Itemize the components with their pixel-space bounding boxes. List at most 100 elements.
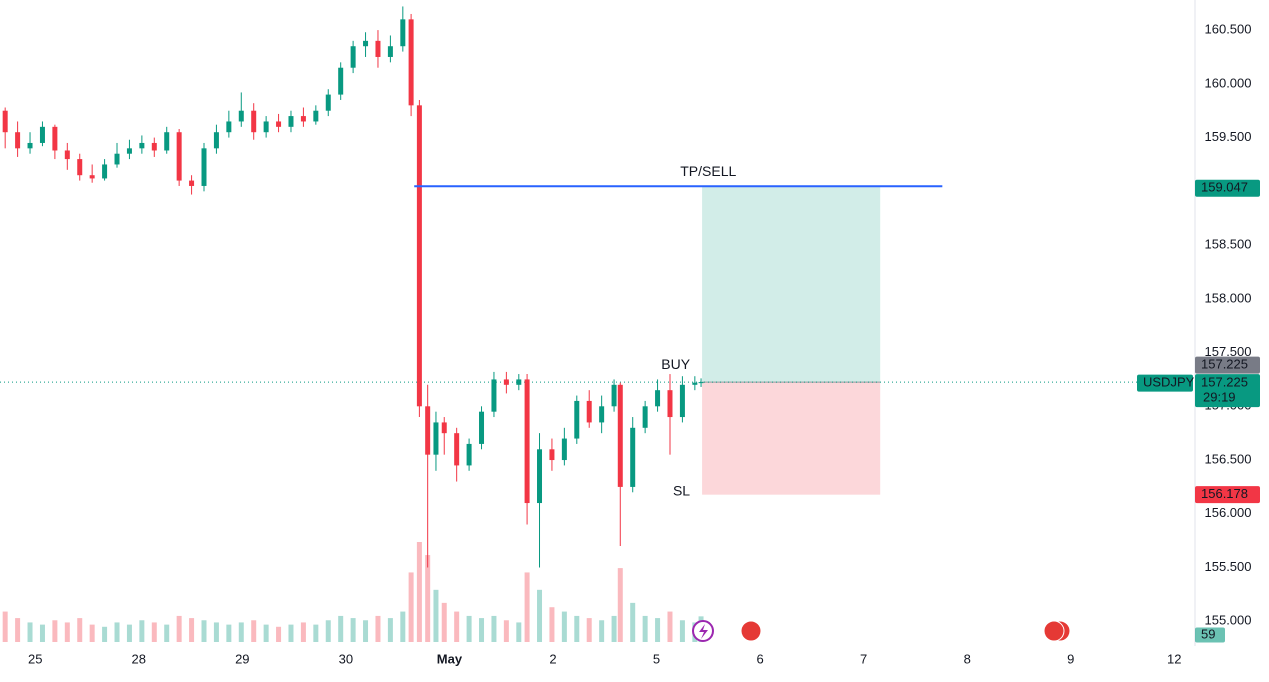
- candle-body: [574, 400, 580, 439]
- entry-label: BUY: [661, 356, 690, 372]
- candle-body: [350, 46, 356, 68]
- volume-bar: [350, 618, 356, 642]
- y-tick-label: 160.000: [1205, 75, 1252, 90]
- candle-body: [139, 142, 145, 149]
- volume-bar: [325, 620, 331, 642]
- candle-body: [325, 94, 331, 111]
- candle-body: [77, 159, 83, 176]
- candle-body: [64, 150, 70, 160]
- candle-body: [338, 67, 344, 95]
- volume-bar: [139, 620, 145, 642]
- symbol-badge: USDJPY: [1143, 375, 1195, 390]
- candle-body: [503, 379, 509, 385]
- event-icon-glyph: [699, 624, 708, 639]
- countdown: 29:19: [1203, 390, 1236, 405]
- volume-bar: [433, 589, 439, 642]
- volume-badge-bg: [1195, 627, 1225, 643]
- volume-bar: [630, 602, 636, 642]
- candle-body: [408, 19, 414, 106]
- loss-zone: [702, 382, 881, 495]
- volume-bar: [189, 618, 195, 642]
- volume-bar: [516, 622, 522, 642]
- overlays: BUY SL TP/SELL: [414, 163, 943, 498]
- x-tick-label: 5: [653, 651, 660, 666]
- volume-bar: [400, 611, 406, 642]
- candle-body: [288, 116, 294, 127]
- volume-bar: [537, 589, 543, 642]
- volume-pane: [2, 542, 704, 642]
- tp-label: TP/SELL: [680, 163, 736, 179]
- candle-body: [561, 438, 567, 461]
- y-tick-label: 155.500: [1205, 559, 1252, 574]
- candle-body: [599, 406, 605, 423]
- candle-body: [52, 126, 58, 151]
- event-icon[interactable]: [1043, 620, 1065, 642]
- candle-body: [387, 46, 393, 57]
- volume-bar: [586, 618, 592, 642]
- volume-bar: [466, 615, 472, 642]
- volume-bar: [679, 620, 685, 642]
- candle-body: [126, 148, 132, 154]
- candle-body: [151, 142, 157, 151]
- candle-body: [226, 121, 232, 133]
- x-tick-label: 7: [860, 651, 867, 666]
- x-tick-label: 28: [132, 651, 146, 666]
- candle-body: [276, 121, 282, 127]
- volume-bar: [126, 624, 132, 642]
- candle-body: [454, 433, 460, 466]
- candle-body: [114, 153, 120, 165]
- volume-bar: [226, 624, 232, 642]
- y-tick-label: 159.500: [1205, 129, 1252, 144]
- candle-body: [416, 105, 422, 407]
- sl-price-badge: 156.178: [1201, 486, 1248, 501]
- volume-bar: [642, 615, 648, 642]
- volume-bar: [313, 624, 319, 642]
- candle-body: [698, 382, 704, 384]
- volume-bar: [667, 611, 673, 642]
- volume-bar: [114, 622, 120, 642]
- event-icon[interactable]: [740, 620, 762, 642]
- last-price-badge: 157.225: [1201, 375, 1248, 390]
- position-tool: [0, 186, 1195, 495]
- candle-body: [524, 379, 530, 504]
- x-tick-label: 2: [549, 651, 556, 666]
- volume-bar: [251, 620, 257, 642]
- volume-bar: [288, 624, 294, 642]
- candle-body: [441, 422, 447, 434]
- y-tick-label: 160.500: [1205, 22, 1252, 37]
- volume-bar: [102, 626, 108, 642]
- volume-bar: [375, 615, 381, 642]
- candle-body: [617, 384, 623, 487]
- stop-label: SL: [673, 482, 690, 498]
- candle-body: [433, 422, 439, 455]
- volume-bar: [15, 618, 21, 642]
- volume-badge: 59: [1201, 626, 1215, 641]
- volume-bar: [77, 618, 83, 642]
- volume-bar: [617, 568, 623, 642]
- candle-body: [375, 40, 381, 57]
- entry-price-badge: 157.225: [1201, 357, 1248, 372]
- candle-body: [189, 180, 195, 186]
- volume-bar: [479, 618, 485, 642]
- volume-bar: [276, 626, 282, 642]
- x-tick-label: 29: [235, 651, 249, 666]
- volume-bar: [363, 620, 369, 642]
- candle-body: [102, 164, 108, 179]
- candle-body: [15, 132, 21, 149]
- volume-bar: [164, 624, 170, 642]
- volume-bar: [238, 622, 244, 642]
- candle-body: [313, 110, 319, 122]
- volume-bar: [503, 620, 509, 642]
- volume-bar: [561, 611, 567, 642]
- candle-body: [263, 121, 269, 133]
- last-price-bg: [1195, 374, 1260, 408]
- volume-bar: [441, 602, 447, 642]
- candle-body: [611, 384, 617, 407]
- symbol-badge-bg: [1137, 374, 1193, 392]
- tp-price-badge-bg: [1195, 179, 1260, 197]
- candle-body: [363, 40, 369, 47]
- candle-body: [213, 132, 219, 149]
- candle-body: [692, 382, 698, 385]
- candle-body: [655, 390, 661, 407]
- candle-body: [479, 411, 485, 444]
